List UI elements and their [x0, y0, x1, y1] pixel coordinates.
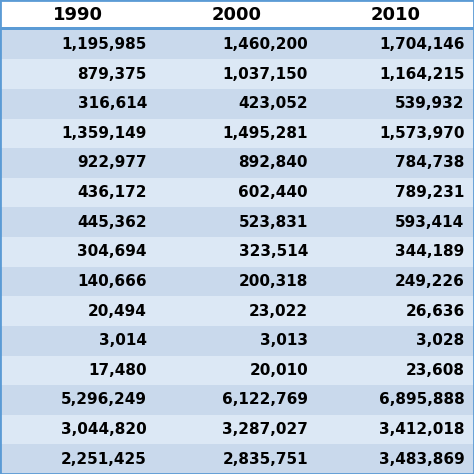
Text: 140,666: 140,666 [77, 274, 147, 289]
Text: 3,287,027: 3,287,027 [222, 422, 308, 437]
Text: 26,636: 26,636 [405, 303, 465, 319]
Bar [0, 148, 474, 178]
Text: 445,362: 445,362 [77, 215, 147, 230]
Text: 6,122,769: 6,122,769 [222, 392, 308, 408]
Text: 3,028: 3,028 [416, 333, 465, 348]
Text: 23,022: 23,022 [249, 303, 308, 319]
Bar [0, 118, 474, 148]
Bar [0, 385, 474, 415]
Text: 539,932: 539,932 [395, 96, 465, 111]
Text: 20,494: 20,494 [88, 303, 147, 319]
Text: 3,014: 3,014 [99, 333, 147, 348]
Text: 1,704,146: 1,704,146 [379, 37, 465, 52]
Bar [0, 0, 474, 30]
Bar [0, 296, 474, 326]
Bar [0, 445, 474, 474]
Bar [0, 415, 474, 445]
Text: 784,738: 784,738 [395, 155, 465, 171]
Text: 2,251,425: 2,251,425 [61, 452, 147, 467]
Bar [0, 356, 474, 385]
Text: 6,895,888: 6,895,888 [379, 392, 465, 408]
Text: 879,375: 879,375 [78, 66, 147, 82]
Text: 304,694: 304,694 [77, 244, 147, 259]
Text: 593,414: 593,414 [395, 215, 465, 230]
Bar [0, 27, 474, 30]
Text: 323,514: 323,514 [239, 244, 308, 259]
Text: 789,231: 789,231 [395, 185, 465, 200]
Text: 17,480: 17,480 [88, 363, 147, 378]
Text: 200,318: 200,318 [239, 274, 308, 289]
Text: 3,483,869: 3,483,869 [379, 452, 465, 467]
Text: 2000: 2000 [212, 6, 262, 24]
Text: 2,835,751: 2,835,751 [222, 452, 308, 467]
Text: 249,226: 249,226 [395, 274, 465, 289]
Bar [0, 89, 474, 118]
Bar [0, 237, 474, 266]
Text: 1,195,985: 1,195,985 [62, 37, 147, 52]
Text: 423,052: 423,052 [238, 96, 308, 111]
Text: 1,164,215: 1,164,215 [379, 66, 465, 82]
Text: 5,296,249: 5,296,249 [61, 392, 147, 408]
Text: 1,460,200: 1,460,200 [222, 37, 308, 52]
Text: 1990: 1990 [53, 6, 103, 24]
Text: 1,495,281: 1,495,281 [223, 126, 308, 141]
Text: 3,412,018: 3,412,018 [379, 422, 465, 437]
Text: 523,831: 523,831 [239, 215, 308, 230]
Text: 23,608: 23,608 [406, 363, 465, 378]
Text: 3,044,820: 3,044,820 [61, 422, 147, 437]
Bar [0, 30, 474, 59]
Text: 20,010: 20,010 [249, 363, 308, 378]
Bar [0, 208, 474, 237]
Bar [0, 326, 474, 356]
Text: 1,037,150: 1,037,150 [223, 66, 308, 82]
Text: 436,172: 436,172 [77, 185, 147, 200]
Text: 892,840: 892,840 [238, 155, 308, 171]
Text: 344,189: 344,189 [395, 244, 465, 259]
Text: 3,013: 3,013 [260, 333, 308, 348]
Text: 922,977: 922,977 [77, 155, 147, 171]
Bar [0, 59, 474, 89]
Text: 2010: 2010 [371, 6, 421, 24]
Text: 602,440: 602,440 [238, 185, 308, 200]
Text: 1,573,970: 1,573,970 [379, 126, 465, 141]
Bar [0, 178, 474, 208]
Bar [0, 266, 474, 296]
Text: 316,614: 316,614 [78, 96, 147, 111]
Text: 1,359,149: 1,359,149 [62, 126, 147, 141]
